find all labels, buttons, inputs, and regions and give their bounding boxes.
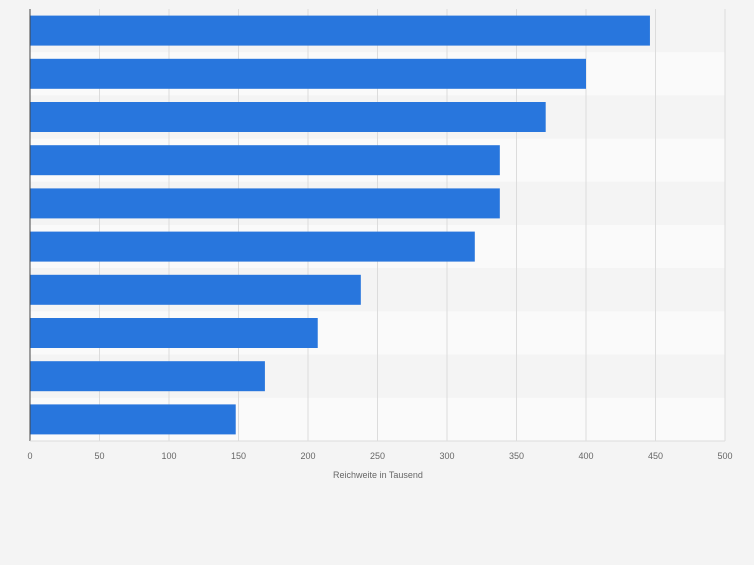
bar xyxy=(30,274,361,305)
x-tick-label: 350 xyxy=(509,451,524,461)
x-tick-label: 400 xyxy=(578,451,593,461)
bar xyxy=(30,145,500,176)
x-tick-label: 500 xyxy=(717,451,732,461)
axes xyxy=(29,9,725,442)
x-tick-label: 450 xyxy=(648,451,663,461)
x-tick-label: 50 xyxy=(94,451,104,461)
x-tick-labels: 0 50 100 150 200 250 300 350 400 450 500 xyxy=(27,451,732,461)
bar xyxy=(30,361,265,392)
bar xyxy=(30,102,546,132)
bar xyxy=(30,15,650,46)
bar xyxy=(30,188,500,219)
bar xyxy=(30,318,318,348)
bars xyxy=(30,15,650,435)
bar xyxy=(30,404,236,435)
x-tick-label: 0 xyxy=(27,451,32,461)
x-tick-label: 200 xyxy=(300,451,315,461)
x-tick-label: 150 xyxy=(231,451,246,461)
x-tick-label: 250 xyxy=(370,451,385,461)
x-tick-label: 100 xyxy=(161,451,176,461)
x-axis-label: Reichweite in Tausend xyxy=(333,470,423,480)
bar xyxy=(30,58,586,89)
bar xyxy=(30,231,475,262)
x-tick-label: 300 xyxy=(439,451,454,461)
